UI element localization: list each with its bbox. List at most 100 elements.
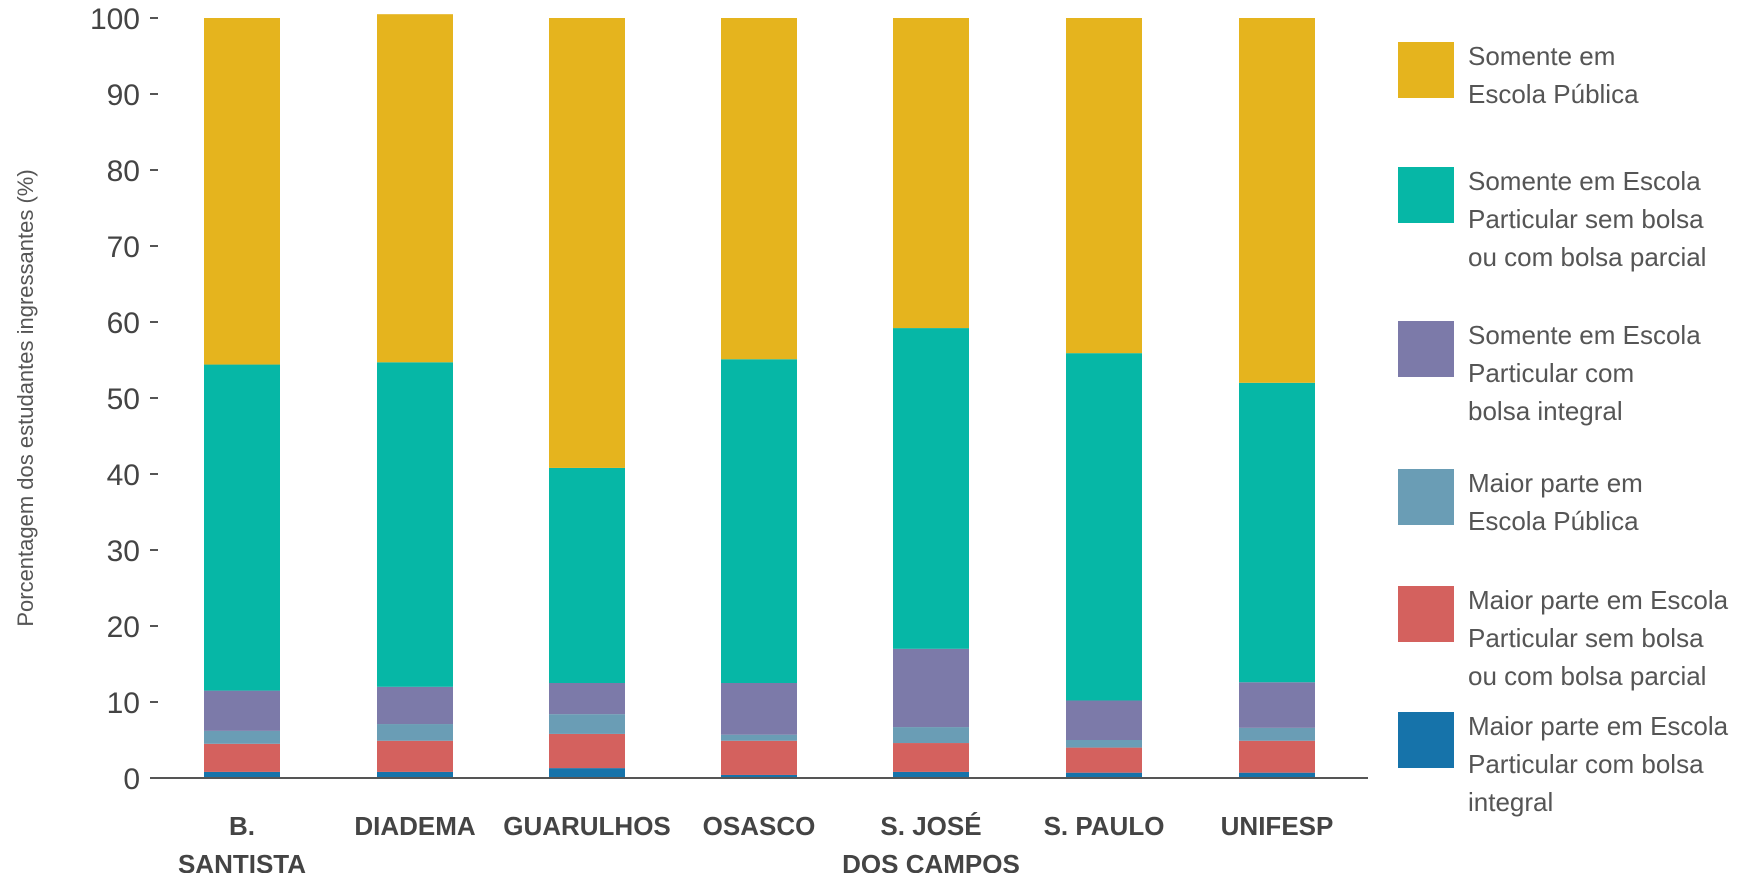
category-label: B. SANTISTA: [178, 811, 306, 873]
bar-segment: [549, 18, 625, 468]
bar-segment: [893, 328, 969, 649]
legend-label-line: Particular sem bolsa: [1468, 623, 1704, 653]
bar-segment: [204, 690, 280, 731]
legend-label-line: Particular com bolsa: [1468, 749, 1704, 779]
bar-segment: [1066, 700, 1142, 740]
category-label: GUARULHOS: [503, 811, 671, 841]
y-axis-ticks: 0 10 20 30 40 50 60 70 80 90 100: [90, 3, 158, 796]
bar-segment: [721, 18, 797, 360]
y-tick-label: 0: [123, 763, 140, 796]
legend-label: Maior parte em Escola Pública: [1468, 468, 1643, 536]
bar-segment: [1239, 18, 1315, 383]
bar-segment: [549, 683, 625, 715]
legend-swatch: [1398, 469, 1454, 525]
legend-swatch: [1398, 42, 1454, 98]
legend-label-line: Particular com: [1468, 358, 1634, 388]
legend-swatch: [1398, 712, 1454, 768]
bar-segment: [549, 733, 625, 769]
category-label: OSASCO: [703, 811, 816, 841]
bar-segment: [377, 362, 453, 687]
legend-label-line: Escola Pública: [1468, 506, 1639, 536]
legend-label-line: Somente em: [1468, 41, 1615, 71]
bar-segment: [377, 724, 453, 741]
y-tick-label: 50: [107, 383, 140, 416]
category-label-line: S. PAULO: [1044, 811, 1165, 841]
y-tick-label: 10: [107, 687, 140, 720]
legend-label-line: Somente em Escola: [1468, 166, 1701, 196]
y-tick-label: 80: [107, 155, 140, 188]
y-tick-label: 100: [90, 3, 140, 36]
bar-segment: [377, 740, 453, 772]
bar-segment: [377, 14, 453, 363]
bar-segment: [721, 774, 797, 778]
legend-label-line: Somente em Escola: [1468, 320, 1701, 350]
category-label-line: DIADEMA: [354, 811, 476, 841]
y-tick-label: 90: [107, 79, 140, 112]
category-label: S. JOSÉ DOS CAMPOS: [842, 811, 1020, 873]
y-axis-title: Porcentagem dos estudantes ingressantes …: [13, 169, 38, 626]
legend-label-line: bolsa integral: [1468, 396, 1623, 426]
bar-segment: [204, 743, 280, 772]
bar-segment: [721, 734, 797, 741]
legend-swatch: [1398, 167, 1454, 223]
category-label: DIADEMA: [354, 811, 476, 841]
bar-segment: [549, 768, 625, 778]
bar-segment: [893, 648, 969, 728]
legend-swatch: [1398, 586, 1454, 642]
y-axis-title-group: Porcentagem dos estudantes ingressantes …: [13, 169, 38, 626]
category-label: UNIFESP: [1221, 811, 1334, 841]
y-tick-label: 60: [107, 307, 140, 340]
legend-label: Somente em Escola Particular com bolsa int…: [1468, 320, 1701, 426]
bar-segment: [721, 359, 797, 683]
y-tick-label: 20: [107, 611, 140, 644]
bar-segment: [1066, 740, 1142, 748]
bar-segment: [1239, 740, 1315, 773]
legend-label-line: Maior parte em Escola: [1468, 585, 1729, 615]
bar-segment: [204, 730, 280, 744]
bar-segment: [204, 18, 280, 365]
legend-label: Somente em Escola Pública: [1468, 41, 1639, 109]
category-label-line: SANTISTA: [178, 849, 306, 873]
category-label-line: B.: [229, 811, 255, 841]
bar-segment: [893, 743, 969, 772]
bar-segment: [377, 686, 453, 725]
bar-segment: [893, 18, 969, 329]
legend-label-line: ou com bolsa parcial: [1468, 661, 1706, 691]
bar-segment: [549, 467, 625, 683]
legend-label: Maior parte em Escola Particular com bols…: [1468, 711, 1729, 817]
bar-segment: [721, 740, 797, 775]
legend-label-line: Particular sem bolsa: [1468, 204, 1704, 234]
bar-segment: [204, 771, 280, 778]
y-tick-label: 40: [107, 459, 140, 492]
bar-segment: [1239, 727, 1315, 741]
bar-segment: [1239, 382, 1315, 683]
bar-segment: [1239, 772, 1315, 778]
legend-label-line: Maior parte em Escola: [1468, 711, 1729, 741]
legend-label-line: Escola Pública: [1468, 79, 1639, 109]
y-tick-label: 30: [107, 535, 140, 568]
legend-label: Maior parte em Escola Particular sem bols…: [1468, 585, 1729, 691]
legend-swatch: [1398, 321, 1454, 377]
bar-segment: [893, 771, 969, 778]
bar-segment: [377, 771, 453, 778]
legend-label-line: ou com bolsa parcial: [1468, 242, 1706, 272]
bar-segment: [1239, 682, 1315, 728]
bar-segment: [721, 683, 797, 735]
bar-segment: [1066, 772, 1142, 778]
bar-segment: [204, 364, 280, 691]
category-label-line: DOS CAMPOS: [842, 849, 1020, 873]
category-label-line: UNIFESP: [1221, 811, 1334, 841]
category-label: S. PAULO: [1044, 811, 1165, 841]
x-axis-labels: B. SANTISTA DIADEMA GUARULHOS OSASCO S. JOSÉ D…: [178, 811, 1333, 873]
category-label-line: GUARULHOS: [503, 811, 671, 841]
legend-label: Somente em Escola Particular sem bolsa ou …: [1468, 166, 1706, 272]
bar-segment: [1066, 18, 1142, 354]
y-tick-label: 70: [107, 231, 140, 264]
category-label-line: OSASCO: [703, 811, 816, 841]
bar-segment: [893, 727, 969, 744]
bars: [204, 14, 1315, 778]
bar-segment: [1066, 747, 1142, 773]
legend-label-line: Maior parte em: [1468, 468, 1643, 498]
